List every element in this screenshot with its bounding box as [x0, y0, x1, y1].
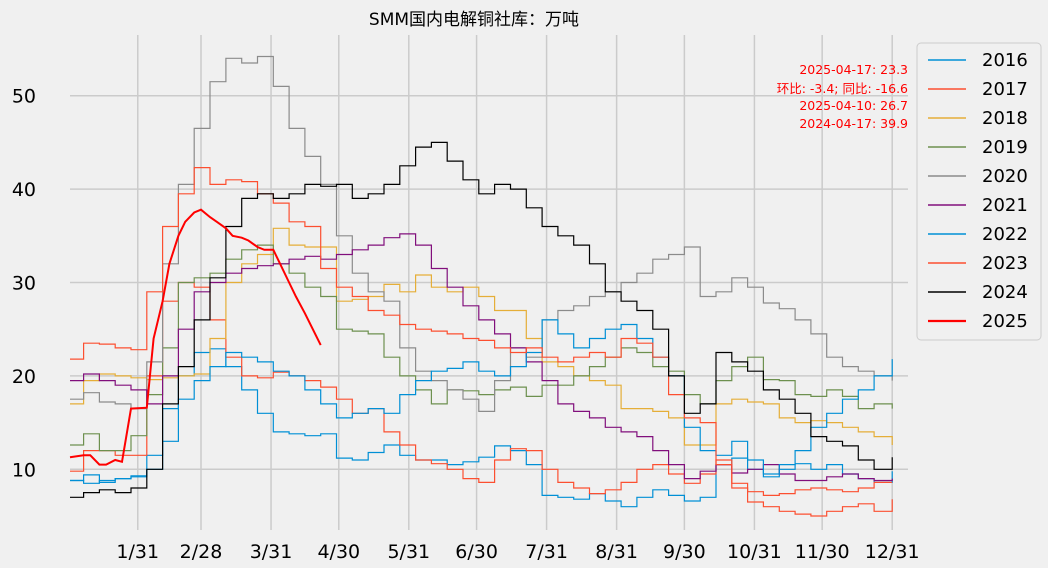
y-tick-label-4: 50 [12, 86, 36, 108]
x-tick-label-5: 6/30 [455, 541, 498, 563]
series-line-2023 [70, 167, 893, 517]
legend-label-2016: 2016 [982, 50, 1028, 71]
series-line-2022 [70, 319, 893, 484]
x-tick-label-4: 5/31 [387, 541, 430, 563]
x-tick-label-3: 4/30 [317, 541, 360, 563]
annotation-box: 2025-04-17: 23.3 环比: -3.4; 同比: -16.6 202… [777, 62, 908, 131]
legend-label-2022: 2022 [982, 224, 1028, 245]
y-tick-label-0: 10 [12, 459, 36, 481]
x-tick-label-8: 9/30 [663, 541, 706, 563]
x-tick-label-10: 11/30 [795, 541, 850, 563]
y-tick-label-1: 20 [12, 366, 36, 388]
x-tick-label-11: 12/31 [865, 541, 920, 563]
x-axis-ticks: 1/31 2/28 3/31 4/30 5/31 6/30 7/31 8/31 9/30 10/3… [116, 541, 919, 563]
legend-label-2024: 2024 [982, 282, 1028, 303]
legend: 2016 2017 2018 2019 2020 2021 2022 2023 2024 2025 [916, 42, 1042, 341]
y-axis-ticks: 10 20 30 40 50 [12, 86, 36, 482]
legend-label-2023: 2023 [982, 253, 1028, 274]
legend-label-2021: 2021 [982, 195, 1028, 216]
legend-label-2020: 2020 [982, 166, 1028, 187]
legend-frame [916, 42, 1042, 341]
y-tick-label-3: 40 [12, 179, 36, 201]
series-line-2017 [70, 281, 893, 496]
series-line-2024 [70, 141, 893, 498]
legend-label-2019: 2019 [982, 137, 1028, 158]
legend-label-2018: 2018 [982, 108, 1028, 129]
x-tick-label-1: 2/28 [180, 541, 223, 563]
series-line-2020 [70, 55, 893, 412]
series-layer [69, 55, 893, 517]
series-line-2018 [70, 227, 893, 446]
annotation-line-2: 环比: -3.4; 同比: -16.6 [777, 81, 908, 96]
x-tick-label-7: 8/31 [595, 541, 638, 563]
series-line-2025 [69, 208, 322, 466]
y-tick-label-2: 30 [12, 273, 36, 295]
x-tick-label-2: 3/31 [250, 541, 293, 563]
grid-lines [70, 35, 908, 530]
x-tick-label-9: 10/31 [727, 541, 782, 563]
annotation-line-1: 2025-04-17: 23.3 [799, 62, 908, 77]
annotation-line-4: 2024-04-17: 39.9 [799, 116, 908, 131]
x-tick-label-6: 7/31 [525, 541, 568, 563]
x-tick-label-0: 1/31 [116, 541, 159, 563]
legend-label-2017: 2017 [982, 79, 1028, 100]
annotation-line-3: 2025-04-10: 26.7 [799, 98, 908, 113]
series-line-2019 [70, 244, 893, 452]
legend-label-2025: 2025 [982, 311, 1028, 332]
chart-title: SMM国内电解铜社库：万吨 [369, 10, 579, 30]
